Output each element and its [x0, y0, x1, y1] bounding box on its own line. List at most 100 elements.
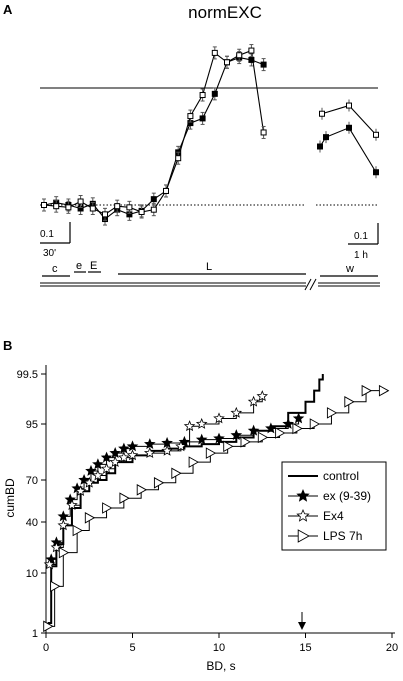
panel-b-series-3-point-9	[171, 467, 182, 480]
y-tick-label: 40	[26, 517, 38, 529]
panel-b-series-3-point-4	[84, 512, 96, 524]
panel-b-series-1-point-20	[282, 417, 295, 429]
panel-b-series-1-point-21	[292, 412, 305, 424]
panel-a-series-1-point-1	[53, 203, 60, 210]
panel-a-series-1-point-b-2	[373, 131, 379, 138]
right-scale-value: 0.1	[354, 231, 368, 242]
y-tick-label: 10	[26, 568, 38, 580]
x-tick-label: 10	[213, 642, 225, 654]
panel-b-series-2-point-2	[57, 519, 70, 531]
legend-label-1: ex (9-39)	[323, 489, 371, 503]
panel-b-series-1-point-7	[92, 458, 104, 470]
legend-items: control ex (9-39) Ex4 LPS 7h	[288, 469, 371, 543]
left-scale-value: 0.1	[40, 229, 54, 240]
panel-b-series-1-point-18	[247, 424, 260, 436]
panel-b-series-3-point-17	[309, 418, 321, 430]
panel-b-series-2-point-7	[100, 462, 113, 474]
panel-a-series-1-point-6	[114, 203, 121, 210]
panel-b-series-3-point-20	[361, 384, 373, 397]
panel-b-series-1-point-14	[178, 435, 191, 447]
panel-b-series-2-point-13	[175, 440, 187, 452]
panel-b-series-3-point-19	[344, 396, 355, 408]
panel-b-series-1-point-12	[144, 438, 156, 450]
panel-a-series-0-point-18	[260, 61, 267, 68]
panel-b-series-3-point-2	[58, 546, 70, 559]
y-tick-label: 95	[26, 419, 38, 431]
panel-a-series-1-point-7	[126, 204, 133, 211]
panel-b-series-3-point-5	[102, 502, 113, 514]
panel-b-series-3-point-11	[205, 447, 217, 459]
x-tick-label: 20	[386, 642, 398, 654]
phase-label-c: c	[52, 263, 58, 275]
panel-a-series-0-point-14	[211, 90, 218, 97]
panel-b-series	[43, 374, 390, 633]
right-scale-bar: 0.1 1 h	[348, 223, 379, 261]
panel-a-series-1-point-b-1	[346, 102, 352, 109]
legend-label-3: LPS 7h	[323, 529, 362, 543]
panel-b: B 0 5 10 15 20 1 10 40 70 95 99.5 cumBD BD, s cont…	[3, 338, 398, 673]
panel-a-series-0-point-b-3	[373, 169, 379, 176]
panel-b-series-2-point-11	[143, 447, 156, 459]
panel-b-series-3-point-3	[72, 524, 84, 537]
panel-b-series-2-point-14	[183, 420, 196, 432]
panel-b-series-3-point-13	[240, 436, 251, 448]
y-tick-label: 70	[26, 475, 38, 487]
panel-b-series-1-point-10	[118, 442, 130, 454]
panel-a-series-1-point-2	[65, 204, 72, 211]
phase-label-w: w	[345, 263, 354, 275]
axis-break-mark-1	[304, 278, 312, 291]
phase-label-e: e	[76, 260, 82, 272]
panel-b-series-3-point-10	[188, 456, 200, 468]
panel-b-series-2-point-15	[195, 417, 208, 429]
panel-b-series-2-point-6	[92, 469, 104, 481]
panel-a-series-1-point-15	[224, 59, 230, 66]
panel-b-series-3-point-18	[326, 407, 338, 419]
panel-b-series-1-point-15	[195, 433, 208, 445]
x-tick-label: 5	[129, 642, 135, 654]
panel-a-series	[41, 44, 379, 226]
panel-b-series-3-point-8	[153, 477, 165, 489]
phase-label-E: E	[90, 260, 97, 272]
panel-b-series-3-point-14	[257, 431, 269, 444]
panel-b-series-3-point-15	[275, 427, 286, 439]
legend-label-2: Ex4	[323, 509, 344, 523]
panel-b-series-1-point-3	[64, 493, 76, 505]
panel-a-series-1-point-0	[41, 202, 47, 208]
panel-b-series-3-point-0	[43, 620, 54, 633]
panel-b-letter: B	[3, 338, 12, 353]
panel-a: A normEXC 0.1 30' 0.1 1 h c e	[3, 2, 380, 291]
panel-a-series-0-point-b-0	[317, 143, 323, 150]
panel-a-series-1-point-8	[138, 209, 145, 216]
legend-label-0: control	[323, 469, 359, 483]
panel-a-title: normEXC	[188, 3, 262, 22]
panel-a-series-0-line-2	[319, 127, 377, 173]
panel-a-series-1-point-13	[199, 92, 206, 99]
panel-b-series-2-point-18	[247, 395, 260, 407]
panel-b-series-1-point-11	[126, 440, 139, 452]
y-tick-label: 99.5	[17, 369, 38, 381]
panel-b-series-2-point-16	[213, 412, 225, 424]
panel-a-series-1-point-12	[187, 113, 194, 120]
panel-b-series-1-point-17	[230, 429, 243, 441]
panel-b-series-3-point-12	[223, 440, 234, 453]
panel-b-series-1-point-8	[100, 451, 113, 463]
x-tick-label: 15	[299, 642, 311, 654]
panel-a-series-1-point-17	[248, 47, 255, 54]
phase-bars: c e E L w	[42, 260, 378, 277]
panel-b-series-2-point-12	[161, 444, 173, 456]
panel-a-series-1-point-14	[211, 49, 218, 56]
panel-b-series-2-point-8	[109, 456, 122, 467]
panel-b-ticks: 0 5 10 15 20 1 10 40 70 95 99.5	[17, 369, 399, 654]
panel-a-series-1-point-18	[260, 129, 267, 136]
panel-b-series-1-point-16	[213, 432, 225, 444]
panel-b-series-2-point-5	[83, 476, 95, 488]
panel-b-series-3-point-7	[136, 484, 148, 496]
panel-a-series-1-point-16	[236, 52, 243, 59]
panel-b-x-label: BD, s	[206, 659, 235, 673]
legend-marker-1	[296, 488, 310, 502]
panel-b-series-3-point-21	[378, 384, 390, 397]
panel-b-series-1-point-19	[265, 422, 277, 434]
panel-a-series-1-line	[43, 49, 265, 215]
panel-b-series-2-point-17	[230, 406, 243, 418]
left-scale-bar: 0.1 30'	[40, 222, 71, 259]
